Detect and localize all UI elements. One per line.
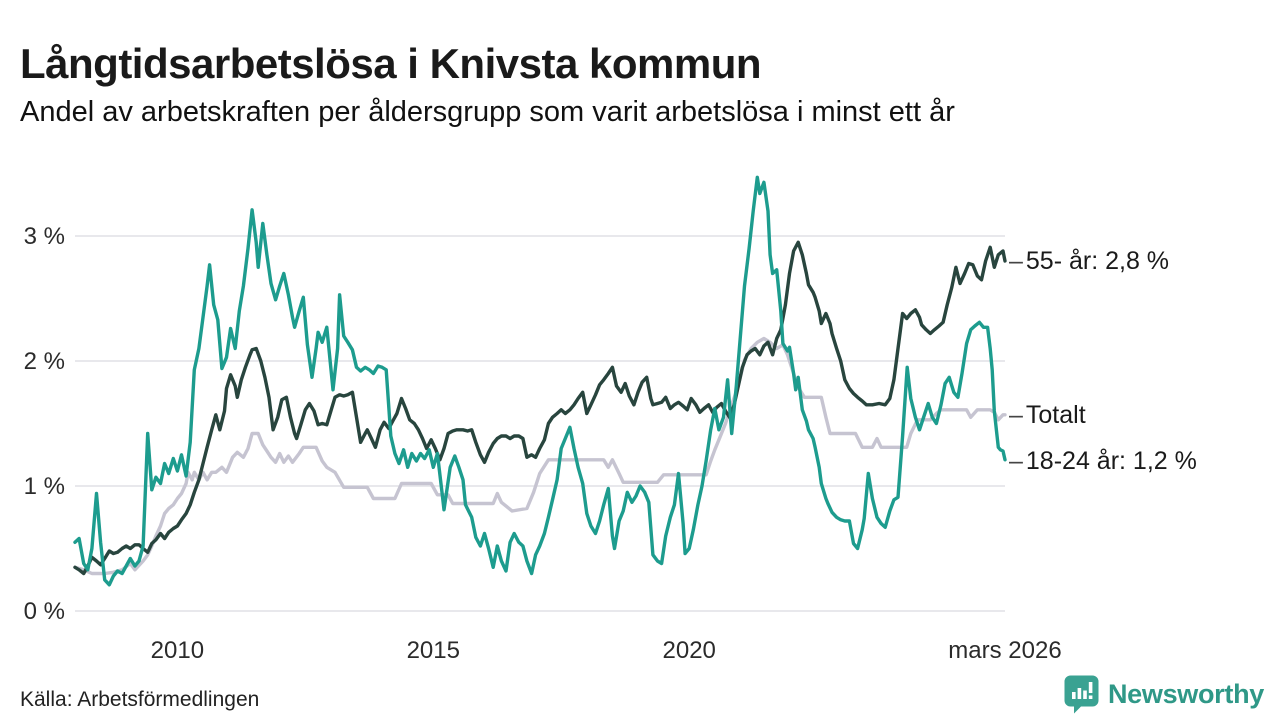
y-tick-label: 3 % bbox=[24, 223, 65, 250]
x-tick-label: 2020 bbox=[663, 637, 716, 664]
x-tick-label: mars 2026 bbox=[948, 637, 1061, 664]
series-end-label: –18-24 år: 1,2 % bbox=[1009, 447, 1197, 475]
brand-logo: Newsworthy bbox=[1063, 674, 1264, 714]
y-tick-label: 1 % bbox=[24, 473, 65, 500]
x-tick-label: 2010 bbox=[151, 637, 204, 664]
newsworthy-chart-bubble-icon bbox=[1064, 675, 1099, 714]
y-tick-label: 2 % bbox=[24, 348, 65, 375]
page-subtitle: Andel av arbetskraften per åldersgrupp s… bbox=[20, 96, 955, 128]
page-title: Långtidsarbetslösa i Knivsta kommun bbox=[20, 40, 762, 88]
source-credit: Källa: Arbetsförmedlingen bbox=[20, 688, 260, 711]
y-tick-label: 0 % bbox=[24, 598, 65, 625]
series-line-18-24 år bbox=[73, 175, 1007, 587]
series-line-55- år bbox=[73, 240, 1007, 576]
series-end-label: – Totalt bbox=[1009, 401, 1086, 429]
x-tick-label: 2015 bbox=[407, 637, 460, 664]
series-line-Totalt bbox=[73, 336, 1007, 576]
series-end-label: –55- år: 2,8 % bbox=[1009, 247, 1169, 275]
brand-wordmark: Newsworthy bbox=[1107, 678, 1264, 709]
